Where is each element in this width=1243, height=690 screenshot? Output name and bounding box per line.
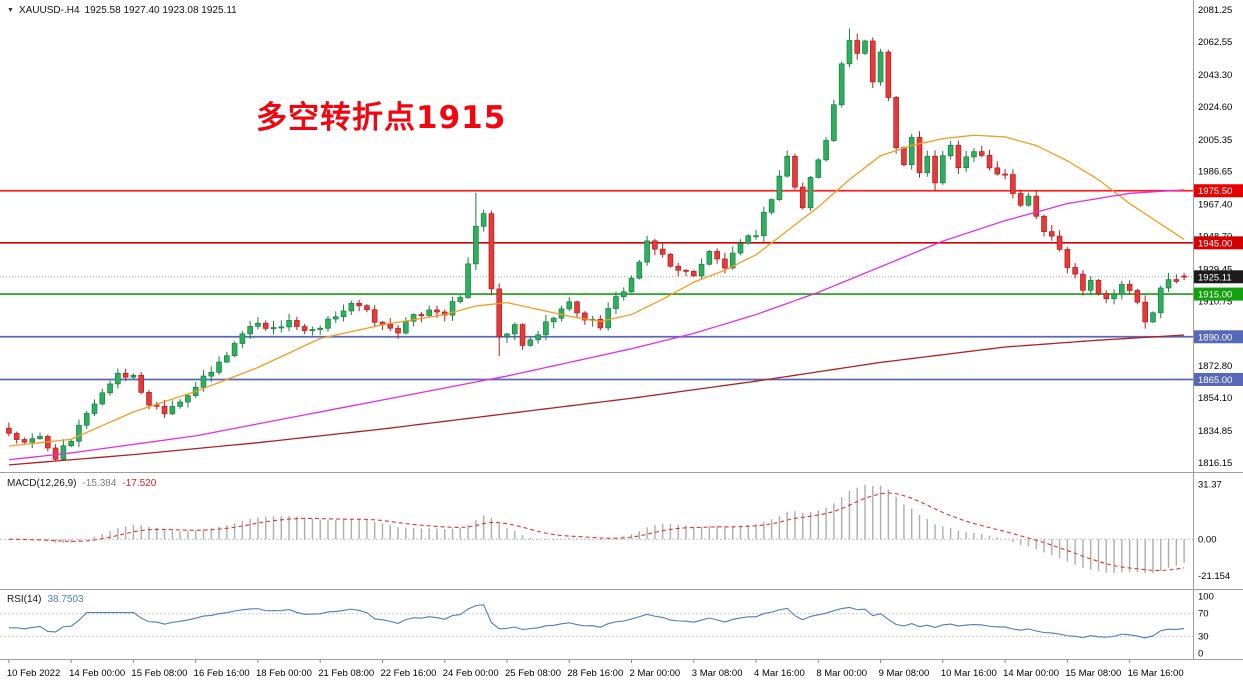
x-axis-label: 2 Mar 00:00 [630, 668, 681, 679]
y-axis-label: 2081.25 [1198, 5, 1232, 16]
y-axis-label: 2005.35 [1198, 135, 1232, 146]
y-axis-label: 2062.55 [1198, 37, 1232, 48]
y-axis-label: 1929.45 [1198, 264, 1232, 275]
rsi-axis-label: 70 [1198, 609, 1209, 620]
x-axis-label: 3 Mar 08:00 [692, 668, 743, 679]
svg-text:1865.00: 1865.00 [1198, 375, 1232, 386]
macd-signal-line [8, 492, 1185, 572]
x-axis-label: 24 Feb 00:00 [443, 668, 499, 679]
level-badge-1890.00: 1890.00 [1194, 330, 1243, 344]
y-axis-label: 1834.85 [1198, 426, 1232, 437]
ma-fast-line [8, 134, 1185, 447]
ma-mid-line [8, 189, 1185, 461]
svg-text:1975.50: 1975.50 [1198, 186, 1232, 197]
x-axis-label: 9 Mar 08:00 [879, 668, 930, 679]
x-axis-label: 15 Feb 08:00 [131, 668, 187, 679]
x-axis-label: 18 Feb 00:00 [256, 668, 312, 679]
symbol-period-label: XAUUSD-.H4 [18, 5, 80, 16]
level-badge-1865.00: 1865.00 [1194, 372, 1243, 386]
svg-text:1915.00: 1915.00 [1198, 290, 1232, 301]
y-axis-label: 1967.40 [1198, 200, 1232, 211]
macd-name: MACD(12,26,9) [7, 478, 77, 489]
y-axis-label: 2024.60 [1198, 102, 1232, 113]
candles-layer [6, 28, 1187, 461]
y-axis-label: 1986.65 [1198, 167, 1232, 178]
level-badge-1975.50: 1975.50 [1194, 184, 1243, 198]
x-axis-label: 14 Feb 00:00 [69, 668, 125, 679]
rsi-value: 38.7503 [47, 594, 84, 605]
macd-main-value: -15.384 [82, 478, 117, 489]
rsi-indicator-label: RSI(14) 38.7503 [7, 594, 84, 605]
x-axis-label: 16 Mar 16:00 [1128, 668, 1184, 679]
svg-text:1890.00: 1890.00 [1198, 332, 1232, 343]
macd-axis-label: 31.37 [1198, 480, 1222, 491]
x-axis-label: 28 Feb 16:00 [567, 668, 623, 679]
ma-slow-line [8, 334, 1185, 466]
svg-text:1925.11: 1925.11 [1198, 272, 1232, 283]
macd-indicator-label: MACD(12,26,9) -15.384 -17.520 [7, 478, 156, 489]
macd-axis-label: -21.154 [1198, 571, 1230, 582]
symbol-dropdown-icon[interactable]: ▼ [7, 6, 14, 14]
y-axis-label: 1910.75 [1198, 296, 1232, 307]
x-axis-label: 16 Feb 16:00 [194, 668, 250, 679]
x-axis-label: 22 Feb 16:00 [380, 668, 436, 679]
level-badge-1915.00: 1915.00 [1194, 287, 1243, 301]
current-price-badge: 1925.11 [1194, 270, 1243, 284]
y-axis-label: 1854.10 [1198, 393, 1232, 404]
x-axis-label: 10 Feb 2022 [7, 668, 60, 679]
annotation-text: 多空转折点1915 [256, 100, 507, 136]
x-axis-label: 21 Feb 08:00 [318, 668, 374, 679]
x-axis-label: 14 Mar 00:00 [1003, 668, 1059, 679]
rsi-axis-label: 100 [1198, 592, 1214, 603]
rsi-axis-label: 30 [1198, 631, 1209, 642]
level-badge-1945.00: 1945.00 [1194, 236, 1243, 250]
rsi-name: RSI(14) [7, 594, 42, 605]
x-axis-label: 10 Mar 16:00 [941, 668, 997, 679]
svg-text:1945.00: 1945.00 [1198, 238, 1232, 249]
macd-signal-value: -17.520 [122, 478, 157, 489]
x-axis-label: 8 Mar 00:00 [816, 668, 867, 679]
x-axis-label: 25 Feb 08:00 [505, 668, 561, 679]
x-axis-label: 4 Mar 16:00 [754, 668, 805, 679]
y-axis-label: 1816.15 [1198, 458, 1232, 469]
time-axis[interactable]: 10 Feb 2022 14 Feb 00:00 15 Feb 08:00 16 Fe… [7, 659, 1184, 680]
y-axis-label: 2043.30 [1198, 70, 1232, 81]
x-axis-label: 15 Mar 08:00 [1065, 668, 1121, 679]
horizontal-levels[interactable] [0, 189, 1193, 381]
macd-axis-label: 0.00 [1198, 534, 1217, 545]
rsi-line [8, 604, 1185, 639]
chart-title: ▼ XAUUSD-.H4 1925.58 1927.40 1923.08 192… [7, 5, 237, 16]
y-axis-label: 1872.80 [1198, 361, 1232, 372]
rsi-axis-label: 0 [1198, 648, 1203, 659]
ohlc-values: 1925.58 1927.40 1923.08 1925.11 [84, 5, 237, 16]
